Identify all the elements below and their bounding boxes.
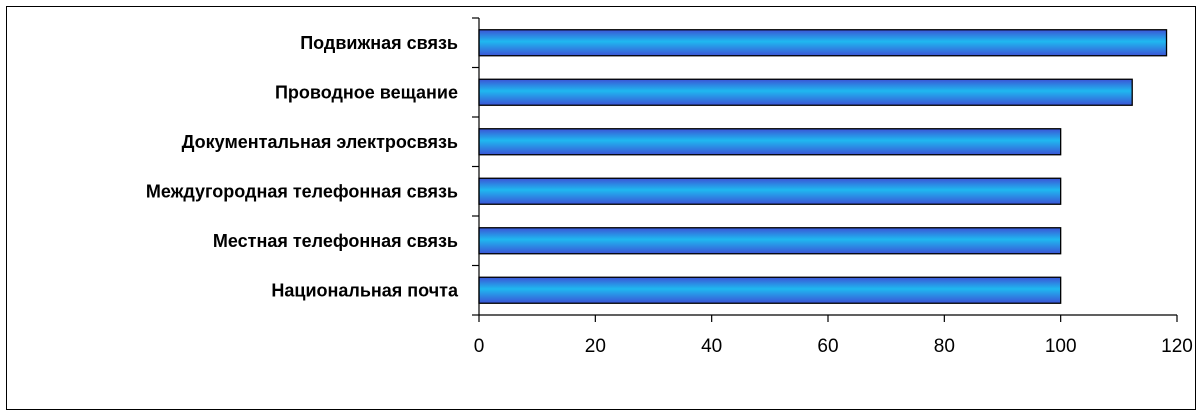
category-label: Местная телефонная связь (213, 231, 458, 251)
category-label: Междугородная телефонная связь (146, 181, 458, 201)
x-tick-label: 120 (1161, 336, 1193, 357)
labels-layer: Подвижная связь Проводное вещание Документ… (146, 33, 1193, 357)
bars-layer (478, 29, 1168, 304)
x-tick-label: 100 (1045, 336, 1077, 357)
bar-6 (478, 276, 1062, 304)
bar-1 (478, 29, 1168, 57)
bar-3 (478, 128, 1062, 156)
bar-4 (478, 177, 1062, 205)
bar-5 (478, 227, 1062, 255)
category-label: Проводное вещание (275, 82, 458, 102)
axis-layer (478, 18, 1177, 316)
x-tick-label: 80 (934, 336, 955, 357)
category-label: Подвижная связь (300, 33, 458, 53)
x-tick-label: 40 (701, 336, 722, 357)
x-tick-label: 0 (474, 336, 485, 357)
x-tick-label: 60 (817, 336, 838, 357)
chart-frame (6, 6, 1196, 410)
x-tick-label: 20 (585, 336, 606, 357)
category-label: Национальная почта (271, 280, 459, 300)
ticks-layer (472, 17, 1178, 322)
bar-2 (478, 78, 1133, 106)
category-label: Документальная электросвязь (182, 132, 458, 152)
